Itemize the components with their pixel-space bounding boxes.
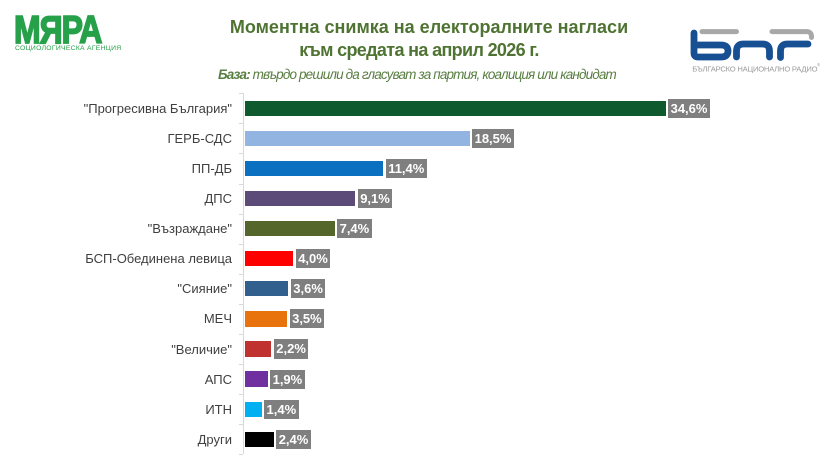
svg-text:БЪЛГАРСКО НАЦИОНАЛНО РАДИО: БЪЛГАРСКО НАЦИОНАЛНО РАДИО [692,64,817,73]
svg-text:®: ® [817,62,821,67]
